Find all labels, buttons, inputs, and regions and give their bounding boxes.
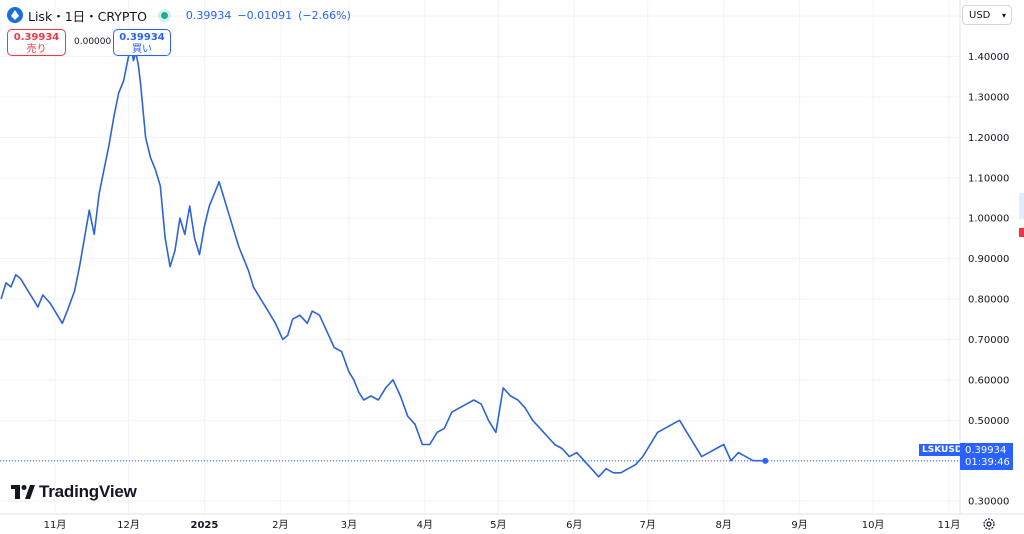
- grid: [0, 0, 960, 514]
- price-tick-label: 1.10000: [968, 173, 1009, 184]
- chevron-down-icon: ▾: [1001, 11, 1006, 20]
- buy-price: 0.39934: [119, 32, 165, 43]
- tradingview-logo[interactable]: TradingView: [11, 482, 137, 502]
- price-change-summary: 0.39934 −0.01091 (−2.66%): [186, 9, 357, 22]
- price-tick-label: 1.00000: [968, 214, 1009, 225]
- time-tick-label: 2月: [272, 519, 288, 531]
- sell-price: 0.39934: [13, 32, 60, 43]
- change-percent: (−2.66%): [298, 8, 351, 22]
- price-tick-label: 0.60000: [968, 375, 1009, 386]
- price-series-line: [0, 43, 766, 478]
- price-tick-label: 0.90000: [968, 254, 1009, 265]
- price-axis[interactable]: 0.300000.400000.500000.600000.700000.800…: [968, 12, 1009, 508]
- sell-label: 売り: [26, 44, 47, 55]
- last-price-dot: [762, 457, 769, 464]
- time-tick-label: 6月: [566, 519, 582, 531]
- time-tick-label: 7月: [640, 519, 656, 531]
- time-axis[interactable]: 11月 12月 2025 2月 3月 4月 5月 6月 7月 8月 9月 10月 11月: [44, 519, 961, 531]
- gear-icon[interactable]: [982, 517, 996, 531]
- buy-label: 買い: [132, 44, 152, 55]
- time-tick-label: 12月: [117, 519, 140, 531]
- last-price-badge: 0.39934 01:39:46: [960, 443, 1013, 470]
- time-tick-label: 3月: [341, 519, 357, 531]
- logo-text: TradingView: [39, 482, 137, 501]
- lisk-logo-icon: [7, 7, 23, 23]
- buy-button[interactable]: 0.39934 買い: [113, 29, 171, 56]
- time-tick-label: 11月: [44, 519, 67, 531]
- price-tick-label: 0.30000: [968, 497, 1009, 508]
- scale-sell-marker: [1019, 228, 1024, 237]
- time-tick-label: 8月: [715, 519, 731, 531]
- tradingview-logo-icon: [11, 485, 35, 499]
- price-tick-label: 1.20000: [968, 133, 1009, 144]
- scale-highlight-marker: [1019, 193, 1024, 219]
- price-tick-label: 0.80000: [968, 295, 1009, 306]
- market-status-dot: [160, 11, 168, 19]
- price-tick-label: 0.50000: [968, 416, 1009, 427]
- change-value: −0.01091: [237, 8, 293, 22]
- price-tick-label: 0.70000: [968, 335, 1009, 346]
- bar-countdown: 01:39:46: [965, 457, 1010, 468]
- sell-button[interactable]: 0.39934 売り: [7, 29, 66, 56]
- time-tick-label: 5月: [490, 519, 506, 531]
- time-tick-label: 4月: [417, 519, 433, 531]
- symbol-price-label: LSKUSD: [919, 444, 966, 456]
- symbol-title[interactable]: Lisk・1日・CRYPTO: [28, 8, 147, 24]
- chart-header: Lisk・1日・CRYPTO 0.39934 −0.01091 (−2.66%): [0, 0, 357, 30]
- currency-select[interactable]: USD ▾: [962, 5, 1012, 25]
- time-tick-label: 11月: [938, 519, 961, 531]
- price-tick-label: 1.40000: [968, 52, 1009, 63]
- time-tick-label: 2025: [190, 520, 218, 531]
- price-tick-label: 1.30000: [968, 92, 1009, 103]
- currency-value: USD: [969, 10, 991, 21]
- last-value: 0.39934: [185, 8, 232, 22]
- spread-value: 0.00000: [74, 37, 112, 47]
- last-price-value: 0.39934: [965, 445, 1007, 456]
- time-tick-label: 9月: [791, 519, 807, 531]
- time-tick-label: 10月: [862, 519, 885, 531]
